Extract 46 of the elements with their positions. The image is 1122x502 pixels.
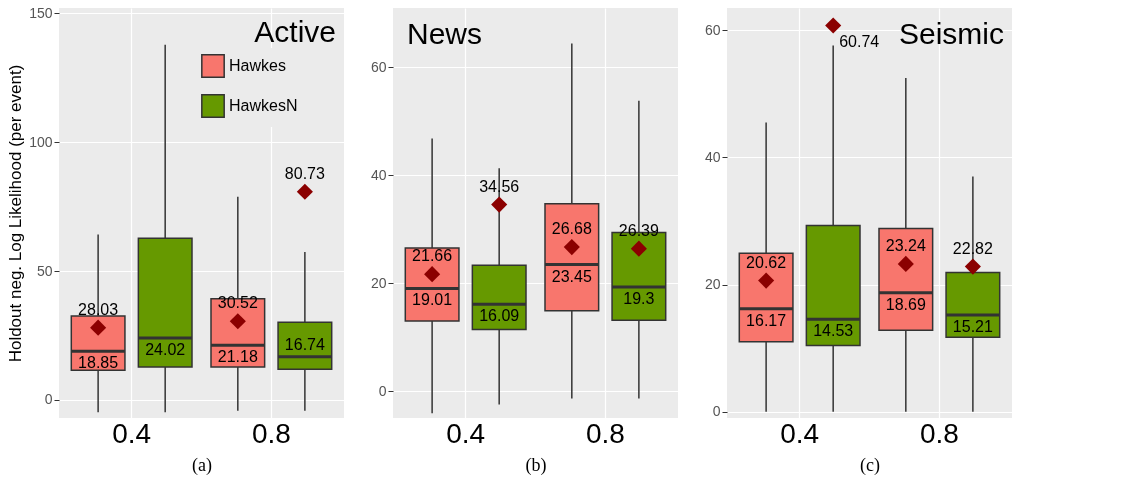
y-tick-label: 0 bbox=[712, 403, 721, 420]
annotation: 16.74 bbox=[284, 335, 325, 353]
y-tick-label: 150 bbox=[29, 4, 53, 21]
annotation: 16.09 bbox=[479, 307, 520, 325]
annotation: 20.62 bbox=[746, 253, 787, 271]
chart-title: Seismic bbox=[898, 17, 1004, 50]
x-axis-title: (b) bbox=[525, 454, 547, 476]
x-axis-title: (a) bbox=[192, 454, 212, 476]
annotation: 21.18 bbox=[217, 348, 258, 366]
x-axis-title: (c) bbox=[860, 454, 880, 476]
y-tick-label: 40 bbox=[704, 148, 721, 165]
annotation: 21.66 bbox=[412, 247, 453, 265]
legend-label: HawkesN bbox=[229, 97, 298, 114]
chart-title: News bbox=[407, 17, 483, 50]
y-tick-label: 20 bbox=[370, 274, 387, 291]
y-tick-label: 60 bbox=[704, 21, 721, 38]
annotation: 19.3 bbox=[623, 289, 655, 307]
x-tick-label: 0.4 bbox=[780, 417, 820, 449]
annotation: 23.45 bbox=[551, 267, 592, 285]
chart-title: Active bbox=[254, 15, 336, 49]
annotation: 15.21 bbox=[952, 317, 993, 335]
annotation: 80.73 bbox=[284, 164, 325, 182]
x-tick-label: 0.4 bbox=[446, 417, 486, 449]
y-tick-label: 100 bbox=[29, 133, 53, 150]
annotation: 18.85 bbox=[78, 354, 119, 372]
x-tick-label: 0.8 bbox=[919, 417, 959, 449]
annotation: 19.01 bbox=[412, 291, 453, 309]
legend-label: Hawkes bbox=[229, 57, 286, 74]
annotation: 18.69 bbox=[885, 295, 926, 313]
annotation: 23.24 bbox=[885, 236, 926, 254]
annotation: 24.02 bbox=[145, 341, 186, 359]
annotation: 26.68 bbox=[551, 220, 592, 238]
x-tick-label: 0.4 bbox=[112, 417, 152, 449]
y-tick-label: 50 bbox=[36, 262, 53, 279]
annotation: 16.17 bbox=[746, 311, 787, 329]
y-axis-title: Holdout neg. Log Likelihood (per event) bbox=[6, 64, 26, 363]
y-tick-label: 0 bbox=[44, 391, 53, 408]
y-tick-label: 20 bbox=[704, 276, 721, 293]
y-tick-label: 0 bbox=[378, 382, 387, 399]
annotation: 30.52 bbox=[217, 294, 258, 312]
x-tick-label: 0.8 bbox=[251, 417, 291, 449]
annotation: 14.53 bbox=[813, 322, 854, 340]
y-tick-label: 60 bbox=[370, 58, 387, 75]
y-tick-label: 40 bbox=[370, 166, 387, 183]
annotation: 60.74 bbox=[839, 32, 880, 50]
x-tick-label: 0.8 bbox=[585, 417, 625, 449]
